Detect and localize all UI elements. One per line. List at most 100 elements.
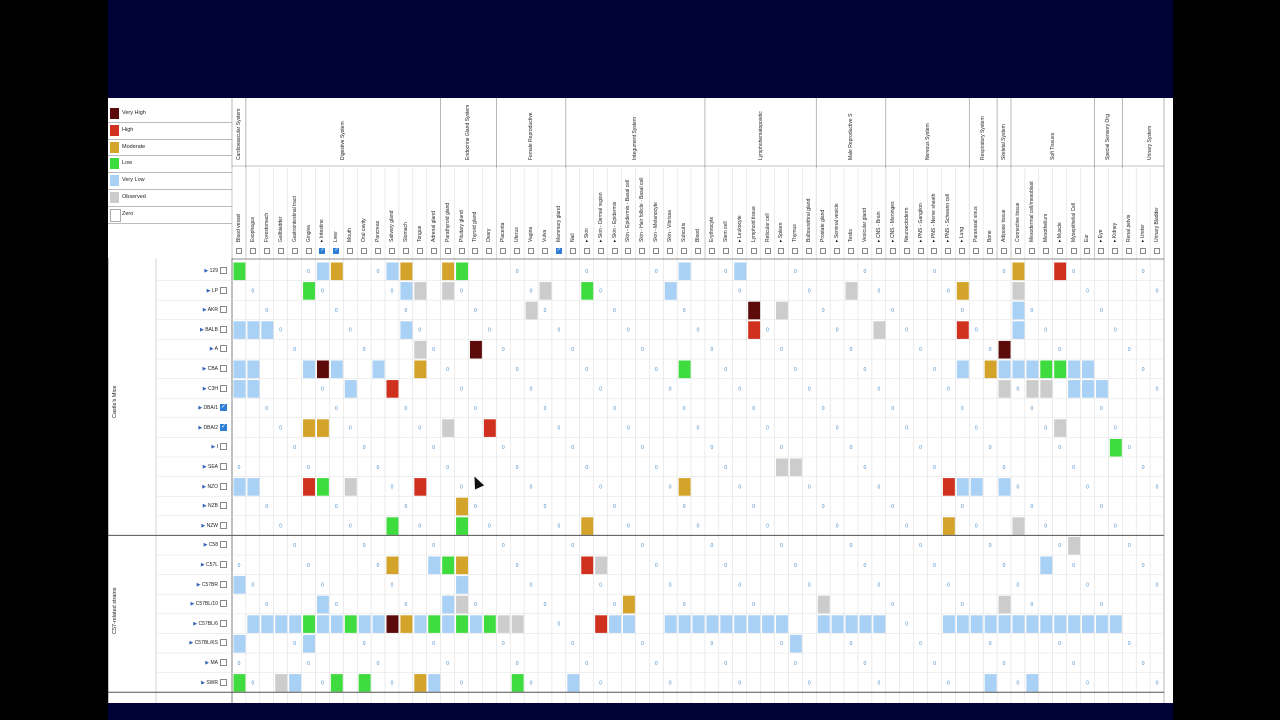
heatmap-cell[interactable] xyxy=(442,595,455,614)
heatmap-cell[interactable] xyxy=(344,615,357,633)
tissue-checkbox[interactable] xyxy=(625,248,632,254)
strain-checkbox[interactable] xyxy=(220,639,227,647)
tissue-checkbox[interactable] xyxy=(569,248,576,254)
heatmap-cell[interactable] xyxy=(581,282,594,300)
strain-checkbox[interactable] xyxy=(220,541,227,549)
strain-row-label[interactable]: ▶ C58 xyxy=(158,542,218,548)
heatmap-cell[interactable] xyxy=(233,478,246,496)
heatmap-cell[interactable] xyxy=(330,360,343,379)
tissue-checkbox[interactable] xyxy=(486,248,493,254)
tissue-header[interactable]: Adrenal gland xyxy=(431,211,437,242)
heatmap-cell[interactable] xyxy=(622,595,635,614)
strain-checkbox[interactable] xyxy=(220,306,227,314)
heatmap-cell[interactable] xyxy=(483,419,496,437)
heatmap-cell[interactable] xyxy=(1012,301,1025,320)
heatmap-cell[interactable] xyxy=(678,262,691,281)
heatmap-cell[interactable] xyxy=(942,517,955,535)
tissue-header[interactable]: ▸ PNS - Nerve sheath xyxy=(931,194,937,242)
heatmap-cell[interactable] xyxy=(1040,615,1053,633)
tissue-header[interactable]: Vagina xyxy=(528,227,534,242)
strain-checkbox[interactable] xyxy=(220,619,227,627)
heatmap-cell[interactable] xyxy=(1012,517,1025,535)
tissue-header[interactable]: ▸ Leukocyte xyxy=(737,215,743,242)
tissue-header[interactable]: Nail xyxy=(570,233,576,242)
tissue-checkbox[interactable] xyxy=(764,248,771,254)
heatmap-cell[interactable] xyxy=(456,262,468,281)
heatmap-cell[interactable] xyxy=(956,321,969,339)
heatmap-cell[interactable] xyxy=(762,615,775,633)
heatmap-cell[interactable] xyxy=(442,556,455,575)
tissue-checkbox[interactable] xyxy=(305,248,312,254)
tissue-checkbox[interactable] xyxy=(319,247,326,254)
expand-triangle-icon[interactable]: ▶ xyxy=(190,601,196,608)
heatmap-cell[interactable] xyxy=(1012,282,1025,300)
tissue-checkbox[interactable] xyxy=(1084,248,1091,254)
heatmap-cell[interactable] xyxy=(845,615,858,633)
tissue-checkbox[interactable] xyxy=(1098,248,1105,254)
heatmap-cell[interactable] xyxy=(622,615,635,633)
heatmap-cell[interactable] xyxy=(956,615,969,633)
tissue-header[interactable]: Ear xyxy=(1084,234,1090,242)
tissue-checkbox[interactable] xyxy=(917,248,924,254)
tissue-header[interactable]: ▸ Kidney xyxy=(1112,223,1118,242)
strain-row-label[interactable]: ▶ A xyxy=(158,346,218,352)
tissue-checkbox[interactable] xyxy=(444,248,451,254)
heatmap-cell[interactable] xyxy=(776,458,788,477)
heatmap-cell[interactable] xyxy=(233,674,246,692)
tissue-checkbox[interactable] xyxy=(681,248,688,254)
heatmap-cell[interactable] xyxy=(316,419,329,437)
strain-row-label[interactable]: ▶ BALB xyxy=(158,327,218,333)
heatmap-cell[interactable] xyxy=(1095,380,1108,398)
tissue-header[interactable]: Lymphoid tissue xyxy=(751,206,757,242)
strain-row-label[interactable]: ▶ C57BL/10 xyxy=(158,601,218,607)
strain-row-label[interactable]: ▶ C57BL/KS xyxy=(158,640,218,646)
tissue-checkbox[interactable] xyxy=(597,248,604,254)
heatmap-cell[interactable] xyxy=(1054,615,1067,633)
heatmap-cell[interactable] xyxy=(400,615,413,633)
heatmap-cell[interactable] xyxy=(956,360,969,379)
strain-row-label[interactable]: ▶ MA xyxy=(158,660,218,666)
tissue-checkbox[interactable] xyxy=(750,248,757,254)
heatmap-cell[interactable] xyxy=(442,262,455,281)
heatmap-cell[interactable] xyxy=(303,478,315,496)
tissue-checkbox[interactable] xyxy=(347,248,354,254)
strain-checkbox[interactable] xyxy=(220,600,227,608)
strain-checkbox[interactable] xyxy=(220,345,227,353)
tissue-checkbox[interactable] xyxy=(277,248,284,254)
heatmap-cell[interactable] xyxy=(956,282,969,300)
heatmap-cell[interactable] xyxy=(303,615,315,633)
heatmap-cell[interactable] xyxy=(1012,360,1025,379)
tissue-checkbox[interactable] xyxy=(1056,248,1063,254)
tissue-checkbox[interactable] xyxy=(611,248,618,254)
tissue-header[interactable]: ▸ Spleen xyxy=(778,223,784,242)
tissue-checkbox[interactable] xyxy=(333,247,340,254)
tissue-header[interactable]: Esophagus xyxy=(250,217,256,242)
heatmap-cell[interactable] xyxy=(1068,615,1081,633)
tissue-checkbox[interactable] xyxy=(430,248,437,254)
strain-row-label[interactable]: ▶ SEA xyxy=(158,464,218,470)
heatmap-cell[interactable] xyxy=(316,262,329,281)
heatmap-cell[interactable] xyxy=(372,360,385,379)
tissue-checkbox[interactable] xyxy=(249,248,256,254)
heatmap-cell[interactable] xyxy=(233,576,246,594)
heatmap-cell[interactable] xyxy=(942,615,955,633)
strain-row-label[interactable]: ▶ NZW xyxy=(158,523,218,529)
heatmap-cell[interactable] xyxy=(386,615,399,633)
heatmap-cell[interactable] xyxy=(330,615,343,633)
tissue-header[interactable]: Mesodermal cell/mesoblast xyxy=(1029,181,1035,242)
heatmap-cell[interactable] xyxy=(998,595,1011,614)
heatmap-cell[interactable] xyxy=(748,301,761,320)
heatmap-cell[interactable] xyxy=(776,301,788,320)
tissue-header[interactable]: Paranasal sinus xyxy=(973,206,979,242)
heatmap-cell[interactable] xyxy=(1040,556,1053,575)
tissue-checkbox[interactable] xyxy=(514,248,521,254)
heatmap-cell[interactable] xyxy=(303,634,315,653)
tissue-header[interactable]: Skin - Vibrissa xyxy=(667,210,673,242)
heatmap-cell[interactable] xyxy=(970,615,983,633)
heatmap-cell[interactable] xyxy=(372,615,385,633)
expand-triangle-icon[interactable]: ▶ xyxy=(202,503,208,510)
tissue-header[interactable]: ▸ CNS - Meninges xyxy=(890,201,896,242)
heatmap-cell[interactable] xyxy=(400,262,413,281)
heatmap-cell[interactable] xyxy=(289,674,302,692)
heatmap-cell[interactable] xyxy=(414,340,427,359)
